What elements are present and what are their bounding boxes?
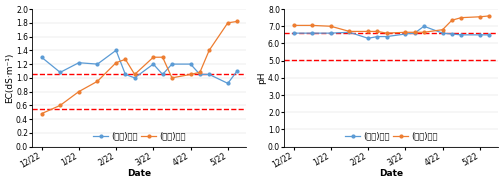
(급액)충남	[421, 25, 427, 27]
(배액)충남	[187, 73, 194, 75]
(배액)충남	[169, 77, 175, 79]
(급액)충남	[309, 32, 315, 34]
(급액)충남	[412, 32, 418, 34]
(급액)충남	[290, 32, 296, 34]
(급액)충남	[150, 63, 156, 65]
(배액)충남	[113, 62, 119, 64]
(배액)충남	[38, 113, 44, 115]
(급액)충남	[160, 73, 166, 75]
(배액)충남	[439, 29, 446, 31]
X-axis label: Date: Date	[380, 169, 403, 178]
(배액)충남	[206, 49, 212, 52]
Line: (배액)충남: (배액)충남	[292, 15, 490, 35]
(급액)충남	[384, 36, 390, 38]
Line: (급액)충남: (급액)충남	[292, 25, 490, 40]
(급액)충남	[38, 56, 44, 58]
(급액)충남	[328, 32, 334, 34]
(배액)충남	[421, 31, 427, 33]
(급액)충남	[94, 63, 100, 65]
(급액)충남	[57, 71, 63, 73]
(급액)충남	[187, 63, 194, 65]
(배액)충남	[365, 30, 371, 33]
(배액)충남	[458, 17, 464, 19]
Legend: (급액)충남, (배액)충남: (급액)충남, (배액)충남	[92, 130, 187, 142]
(급액)충남	[374, 36, 381, 38]
Y-axis label: pH: pH	[258, 72, 267, 84]
(급액)충남	[439, 32, 446, 34]
(배액)충남	[94, 80, 100, 82]
(배액)충남	[449, 19, 455, 21]
(배액)충남	[150, 56, 156, 58]
(급액)충남	[458, 34, 464, 36]
Y-axis label: EC(dS·m⁻¹): EC(dS·m⁻¹)	[6, 53, 15, 103]
(급액)충남	[365, 37, 371, 39]
Legend: (급액)충남, (배액)충남: (급액)충남, (배액)충남	[344, 130, 439, 142]
(배액)충남	[402, 31, 408, 33]
(급액)충남	[225, 82, 231, 84]
(배액)충남	[122, 58, 129, 60]
(배액)충남	[160, 56, 166, 58]
(급액)충남	[76, 62, 82, 64]
(급액)충남	[486, 34, 492, 36]
(급액)충남	[206, 73, 212, 75]
(급액)충남	[132, 77, 138, 79]
(배액)충남	[57, 104, 63, 107]
Line: (배액)충남: (배액)충남	[40, 20, 238, 115]
(배액)충남	[234, 20, 240, 23]
(급액)충남	[169, 63, 175, 65]
(배액)충남	[412, 31, 418, 33]
(배액)충남	[197, 71, 203, 73]
(급액)충남	[122, 73, 129, 75]
(급액)충남	[477, 34, 483, 36]
(배액)충남	[384, 32, 390, 34]
(급액)충남	[234, 70, 240, 72]
(배액)충남	[328, 25, 334, 27]
(배액)충남	[132, 73, 138, 75]
(배액)충남	[225, 22, 231, 24]
(배액)충남	[290, 24, 296, 26]
(배액)충남	[486, 15, 492, 17]
X-axis label: Date: Date	[128, 169, 151, 178]
(급액)충남	[402, 33, 408, 35]
Line: (급액)충남: (급액)충남	[40, 49, 238, 85]
(급액)충남	[197, 73, 203, 75]
(배액)충남	[477, 16, 483, 18]
(배액)충남	[346, 30, 352, 33]
(급액)충남	[346, 31, 352, 33]
(배액)충남	[76, 91, 82, 93]
(급액)충남	[449, 33, 455, 35]
(배액)충남	[309, 24, 315, 26]
(급액)충남	[113, 49, 119, 52]
(배액)충남	[374, 30, 381, 33]
